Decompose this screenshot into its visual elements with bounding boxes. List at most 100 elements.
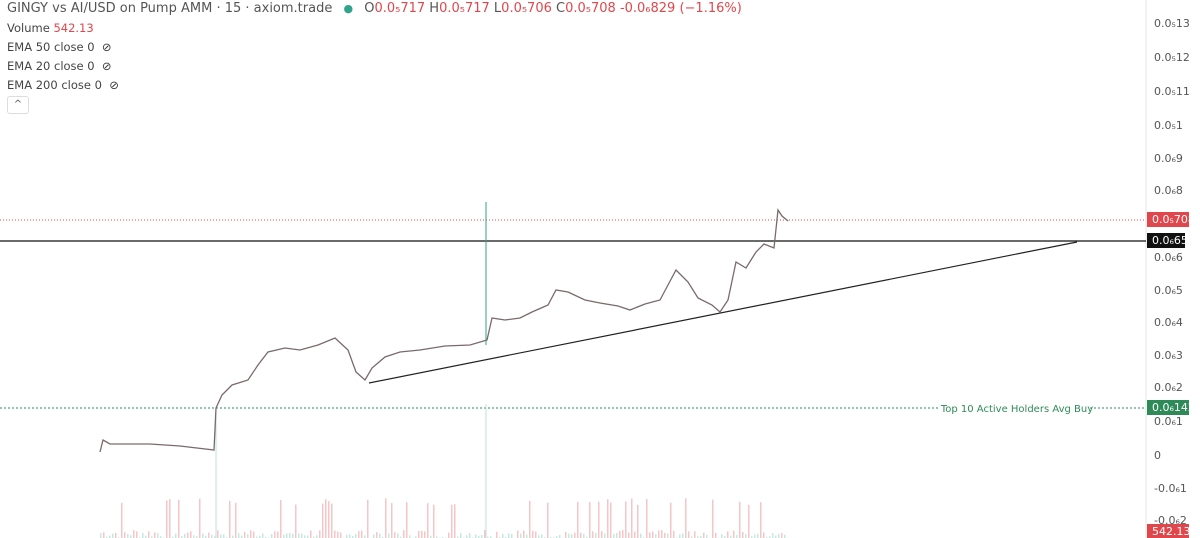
volume-bar bbox=[730, 535, 732, 538]
volume-bar bbox=[394, 532, 396, 538]
volume-bar bbox=[724, 536, 726, 538]
volume-bar bbox=[400, 536, 402, 538]
indicator-label: EMA 200 close 0 bbox=[7, 78, 102, 92]
badge-bg bbox=[1147, 524, 1189, 538]
volume-bar bbox=[556, 536, 558, 538]
volume-bar bbox=[316, 535, 318, 538]
close-label: C bbox=[556, 1, 566, 16]
volume-bar bbox=[436, 536, 438, 538]
volume-bar bbox=[772, 533, 774, 538]
volume-bar bbox=[565, 531, 567, 538]
volume-bar bbox=[526, 534, 528, 538]
volume-bar bbox=[586, 536, 588, 538]
volume-bar bbox=[271, 533, 273, 538]
volume-bar bbox=[283, 534, 285, 538]
badge-bg bbox=[1147, 400, 1189, 415]
volume-bar bbox=[112, 533, 114, 538]
volume-bar bbox=[217, 530, 219, 538]
symbol[interactable]: GINGY vs AI/USD on Pump AMM bbox=[7, 1, 213, 16]
volume-bar bbox=[505, 536, 507, 538]
volume-bar bbox=[241, 535, 243, 538]
volume-bar bbox=[520, 533, 522, 538]
visibility-toggle[interactable]: ⊘ bbox=[101, 78, 119, 92]
volume-bar bbox=[124, 532, 126, 538]
volume-bar bbox=[496, 531, 498, 538]
volume-bar bbox=[289, 533, 291, 538]
volume-bar bbox=[367, 499, 369, 538]
volume-bar bbox=[568, 533, 570, 538]
volume-bar bbox=[727, 531, 729, 538]
volume-bar bbox=[133, 530, 135, 538]
volume-bar bbox=[652, 531, 654, 538]
collapse-button[interactable]: ^ bbox=[7, 96, 29, 114]
volume-bar bbox=[229, 500, 231, 538]
open-label: O bbox=[364, 1, 375, 16]
badge-bg bbox=[1147, 233, 1185, 248]
volume-bar bbox=[475, 534, 477, 538]
interval: 15 bbox=[224, 1, 242, 16]
volume-bar bbox=[679, 534, 681, 538]
volume-bar bbox=[304, 535, 306, 538]
volume-bar bbox=[502, 533, 504, 538]
volume-bar bbox=[103, 532, 105, 538]
volume-bar bbox=[769, 536, 771, 538]
trend-line bbox=[368, 241, 1078, 384]
price-axis-label: 0.0₆3 bbox=[1154, 349, 1183, 362]
volume-bar bbox=[298, 533, 300, 538]
volume-bar bbox=[397, 533, 399, 538]
price-axis-label: 0 bbox=[1154, 449, 1161, 462]
volume-bar bbox=[346, 534, 348, 538]
volume-bar bbox=[250, 530, 252, 538]
indicator[interactable]: EMA 50 close 0 ⊘ bbox=[7, 40, 112, 54]
volume-bar bbox=[466, 535, 468, 538]
volume-bar bbox=[322, 503, 324, 538]
volume-bar bbox=[487, 536, 489, 538]
indicator[interactable]: EMA 200 close 0 ⊘ bbox=[7, 78, 119, 92]
volume-bar bbox=[739, 501, 741, 538]
volume-bar bbox=[295, 504, 297, 538]
price-axis-label: 0.0₆1 bbox=[1154, 415, 1183, 428]
price-axis: 0.0₅13 0.0₅12 0.0₅11 0.0₅1 0.0₆9 0.0₆8 0.0₆6 0.… bbox=[1154, 17, 1190, 527]
close: 0.0₅708 bbox=[565, 1, 616, 16]
volume-bar bbox=[421, 531, 423, 538]
volume-bars bbox=[100, 498, 789, 538]
holders-annotation: Top 10 Active Holders Avg Buy bbox=[940, 404, 1093, 415]
volume-bar bbox=[691, 536, 693, 538]
price-axis-label: 0.0₆9 bbox=[1154, 152, 1183, 165]
volume-bar bbox=[424, 531, 426, 538]
volume-bar bbox=[193, 535, 195, 538]
volume-bar bbox=[583, 533, 585, 538]
volume-bar bbox=[253, 531, 255, 538]
volume-bar bbox=[481, 535, 483, 538]
volume-bar bbox=[379, 533, 381, 538]
indicator[interactable]: EMA 20 close 0 ⊘ bbox=[7, 59, 112, 73]
volume-bar bbox=[388, 533, 390, 538]
volume-bar bbox=[349, 534, 351, 538]
volume-bar bbox=[415, 536, 417, 538]
volume-bar bbox=[688, 531, 690, 538]
volume-bar bbox=[616, 533, 618, 538]
volume-bar bbox=[325, 499, 327, 538]
visibility-toggle[interactable]: ⊘ bbox=[94, 59, 112, 73]
price-axis-label: -0.0₆1 bbox=[1154, 482, 1187, 495]
volume-bar bbox=[187, 532, 189, 538]
volume-bar bbox=[280, 499, 282, 538]
volume-bar bbox=[478, 535, 480, 538]
volume-bar bbox=[703, 532, 705, 538]
volume-bar bbox=[313, 536, 315, 538]
visibility-toggle[interactable]: ⊘ bbox=[94, 40, 112, 54]
volume-bar bbox=[136, 531, 138, 538]
volume-bar bbox=[256, 536, 258, 538]
volume-bar bbox=[184, 533, 186, 538]
volume-bar bbox=[649, 532, 651, 538]
volume-bar bbox=[736, 534, 738, 538]
volume-bar bbox=[238, 533, 240, 538]
high: 0.0₅717 bbox=[439, 1, 490, 16]
volume-bar bbox=[211, 534, 213, 538]
volume-bar bbox=[157, 533, 159, 538]
volume-bar bbox=[406, 502, 408, 538]
volume-bar bbox=[781, 532, 783, 538]
volume-bar bbox=[385, 498, 387, 538]
volume-bar bbox=[742, 532, 744, 538]
